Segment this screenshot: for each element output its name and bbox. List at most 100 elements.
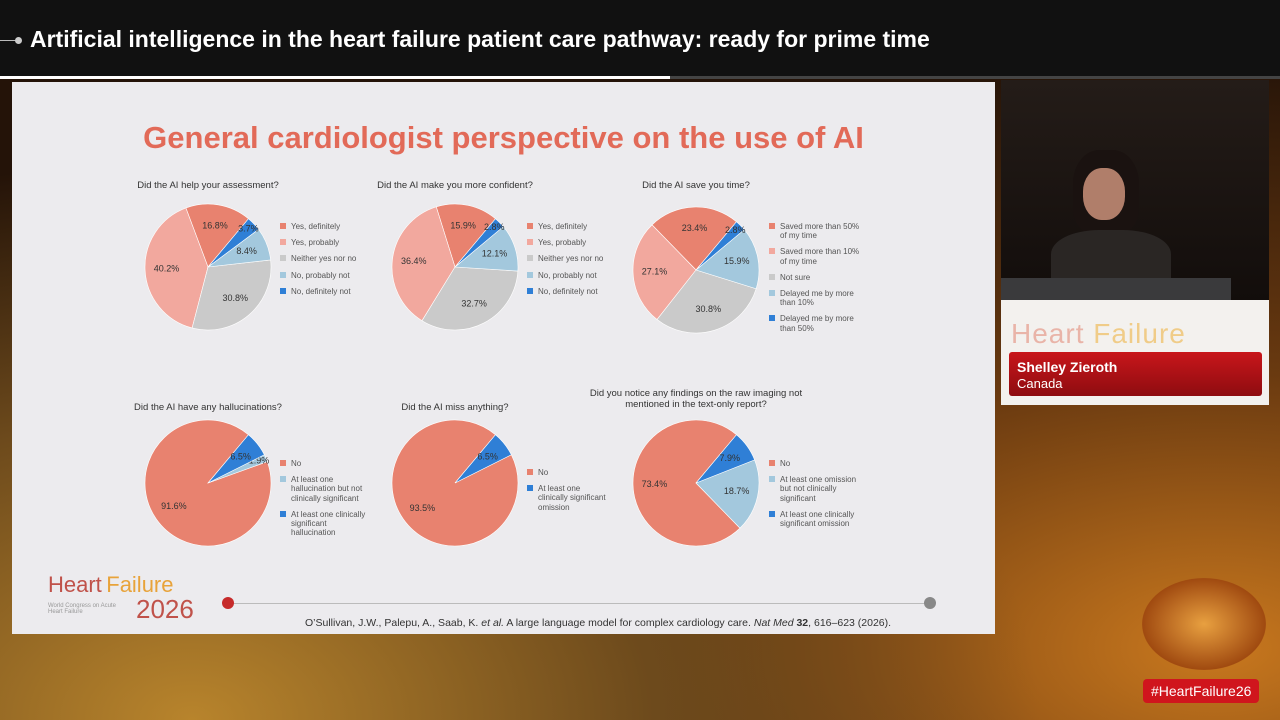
legend-label: Yes, probably <box>538 238 587 248</box>
legend-swatch <box>527 223 533 229</box>
pie-chart: 93.5% 6.5% <box>391 419 519 547</box>
legend-swatch <box>280 476 286 483</box>
legend-item: Yes, definitely <box>527 222 619 231</box>
session-title: Artificial intelligence in the heart fai… <box>30 26 930 52</box>
legend-label: No, definitely not <box>291 286 351 296</box>
logo-word: Heart <box>48 572 102 597</box>
slice-label: 3.7% <box>238 223 259 233</box>
plate-logo: Heart Failure <box>1011 318 1186 350</box>
slice-label: 18.7% <box>724 486 750 496</box>
slice-label: 30.8% <box>696 304 722 314</box>
legend-item: No, probably not <box>280 271 372 280</box>
logo-subtitle: World Congress on Acute Heart Failure <box>48 603 116 615</box>
legend-item: Yes, probably <box>527 238 619 247</box>
pie-slice <box>695 221 745 271</box>
pie-slice <box>207 434 265 484</box>
slide-dot <box>924 597 936 609</box>
legend-swatch <box>769 460 775 466</box>
legend-swatch <box>769 510 775 517</box>
legend-label: Saved more than 50% of my time <box>780 222 860 241</box>
legend-label: At least one omission but not clinically… <box>780 475 857 503</box>
legend-label: Yes, probably <box>291 238 340 248</box>
legend-swatch <box>527 255 533 262</box>
pie-slice <box>454 218 504 268</box>
legend-label: Saved more than 10% of my time <box>780 247 860 266</box>
chart-question: Did the AI save you time? <box>642 180 750 191</box>
pie-slice <box>695 229 760 290</box>
legend-swatch <box>527 239 533 246</box>
legend-swatch <box>769 289 775 296</box>
legend-swatch <box>527 287 533 294</box>
legend-item: At least one clinically significant hall… <box>280 510 372 538</box>
slide-dot <box>222 597 234 609</box>
legend-label: At least one hallucination but not clini… <box>291 475 363 503</box>
pie-slice <box>435 203 496 268</box>
legend: Saved more than 50% of my time Saved more… <box>769 222 861 340</box>
legend-swatch <box>527 469 533 475</box>
slice-label: 2.8% <box>725 225 746 235</box>
legend-item: No <box>769 459 861 468</box>
slice-label: 7.9% <box>719 453 740 463</box>
cite-article: A large language model for complex cardi… <box>506 617 751 629</box>
speaker-name: Shelley Zieroth <box>1017 359 1118 375</box>
legend-label: No <box>291 459 302 468</box>
legend-item: Delayed me by more than 50% <box>769 314 861 333</box>
cite-journal: Nat Med <box>753 617 794 629</box>
speaker-face <box>1083 168 1125 220</box>
logo: Heart Failure World Congress on Acute He… <box>48 572 194 624</box>
legend-item: Neither yes nor no <box>527 254 619 263</box>
legend: Yes, definitely Yes, probably Neither yes … <box>527 222 619 303</box>
legend-item: Saved more than 10% of my time <box>769 247 861 266</box>
chart-question: Did the AI help your assessment? <box>137 180 279 191</box>
legend-swatch <box>769 476 775 483</box>
legend: No At least one clinically significant om… <box>527 468 607 519</box>
pie-slice <box>632 419 741 547</box>
legend-swatch <box>280 460 286 466</box>
legend-item: Yes, probably <box>280 238 372 247</box>
slice-label: 6.5% <box>230 452 251 462</box>
chart-question: Did the AI make you more confident? <box>377 180 533 191</box>
legend-item: At least one clinically significant omis… <box>769 510 861 528</box>
legend-item: No <box>280 459 372 468</box>
legend-label: No, probably not <box>538 270 597 280</box>
legend-item: At least one clinically significant omis… <box>527 484 607 512</box>
legend: No At least one omission but not clinical… <box>769 459 861 535</box>
slice-label: 1.9% <box>249 456 270 466</box>
pie-slice <box>207 218 259 268</box>
legend-label: Yes, definitely <box>538 222 588 231</box>
pie-chart: 73.4% 18.7% 7.9% <box>632 419 760 547</box>
slice-label: 12.1% <box>482 248 508 258</box>
legend-label: At least one clinically significant hall… <box>291 509 366 538</box>
legend-swatch <box>280 287 286 294</box>
cite-etal: et al. <box>481 617 505 629</box>
hashtag: #HeartFailure26 <box>1143 679 1260 703</box>
slice-label: 15.9% <box>450 221 476 231</box>
legend-item: At least one hallucination but not clini… <box>280 475 372 503</box>
name-plate: Heart Failure Shelley Zieroth Canada <box>1001 300 1269 405</box>
pie-chart: 91.6% 1.9%6.5% <box>144 419 272 547</box>
legend-label: At least one clinically significant omis… <box>538 484 606 512</box>
decor-line <box>0 40 18 41</box>
chart-question: Did the AI miss anything? <box>401 402 509 413</box>
pie-slice <box>656 269 757 334</box>
pie-slice <box>185 203 249 268</box>
legend-item: At least one omission but not clinically… <box>769 475 861 503</box>
legend-label: No <box>538 468 549 477</box>
legend-item: Delayed me by more than 10% <box>769 289 861 307</box>
legend: No At least one hallucination but not cli… <box>280 459 372 544</box>
legend-swatch <box>769 248 775 255</box>
name-bar: Shelley Zieroth Canada <box>1009 352 1262 396</box>
cite-volume: 32 <box>796 617 809 629</box>
slice-label: 27.1% <box>642 267 668 277</box>
citation: O’Sullivan, J.W., Palepu, A., Saab, K. e… <box>305 617 891 629</box>
pie-slice <box>421 266 519 331</box>
progress-fill <box>0 76 670 79</box>
decor-dot <box>15 37 22 44</box>
logo-year: 2026 <box>136 594 194 624</box>
legend-label: No, probably not <box>291 270 350 280</box>
slice-label: 2.8% <box>484 222 505 232</box>
pie-slice <box>695 434 755 484</box>
slice-label: 40.2% <box>154 264 180 274</box>
legend-swatch <box>769 315 775 322</box>
legend-label: Yes, definitely <box>291 222 341 231</box>
